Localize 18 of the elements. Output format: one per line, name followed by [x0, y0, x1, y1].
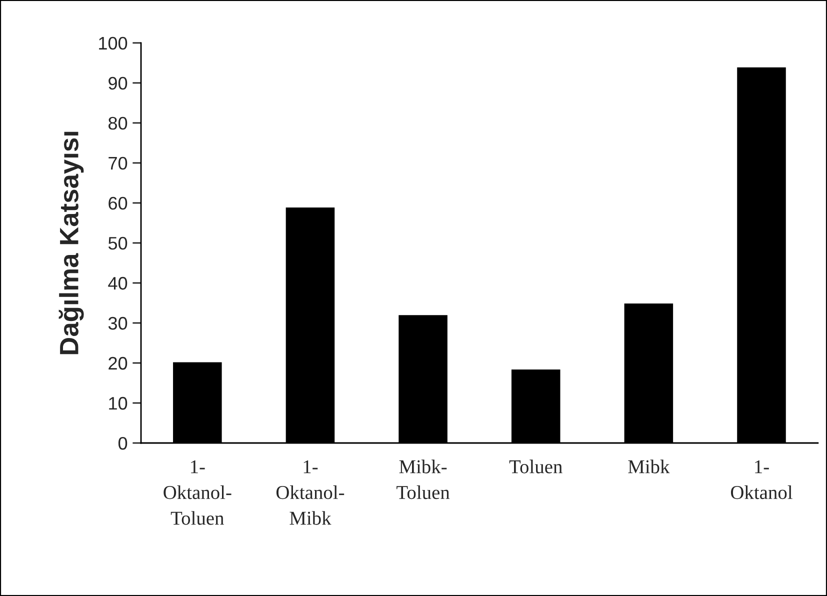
x-tick-label: 1- Oktanol- Toluen	[164, 460, 232, 525]
y-tick-label: 0	[118, 436, 128, 450]
y-axis-title: Dağılma Katsayısı	[58, 132, 84, 354]
y-tick-label: 60	[108, 196, 128, 210]
y-tick-label: 70	[108, 156, 128, 170]
y-tick-label: 100	[99, 36, 128, 50]
y-tick-label: 90	[108, 76, 128, 90]
x-tick-label: Mibk	[628, 460, 670, 474]
x-tick-label: 1- Oktanol	[730, 460, 792, 500]
y-tick-label: 40	[108, 276, 128, 290]
y-tick-label: 50	[108, 236, 128, 250]
y-tick-label: 10	[109, 396, 128, 410]
y-tick-label: 20	[108, 356, 128, 370]
x-tick-label: Mibk- Toluen	[396, 460, 450, 500]
y-tick-label: 80	[108, 116, 128, 130]
x-tick-label: Toluen	[509, 460, 562, 474]
y-tick-label: 30	[108, 316, 128, 330]
x-tick-label: 1- Oktanol- Mibk	[276, 460, 344, 525]
